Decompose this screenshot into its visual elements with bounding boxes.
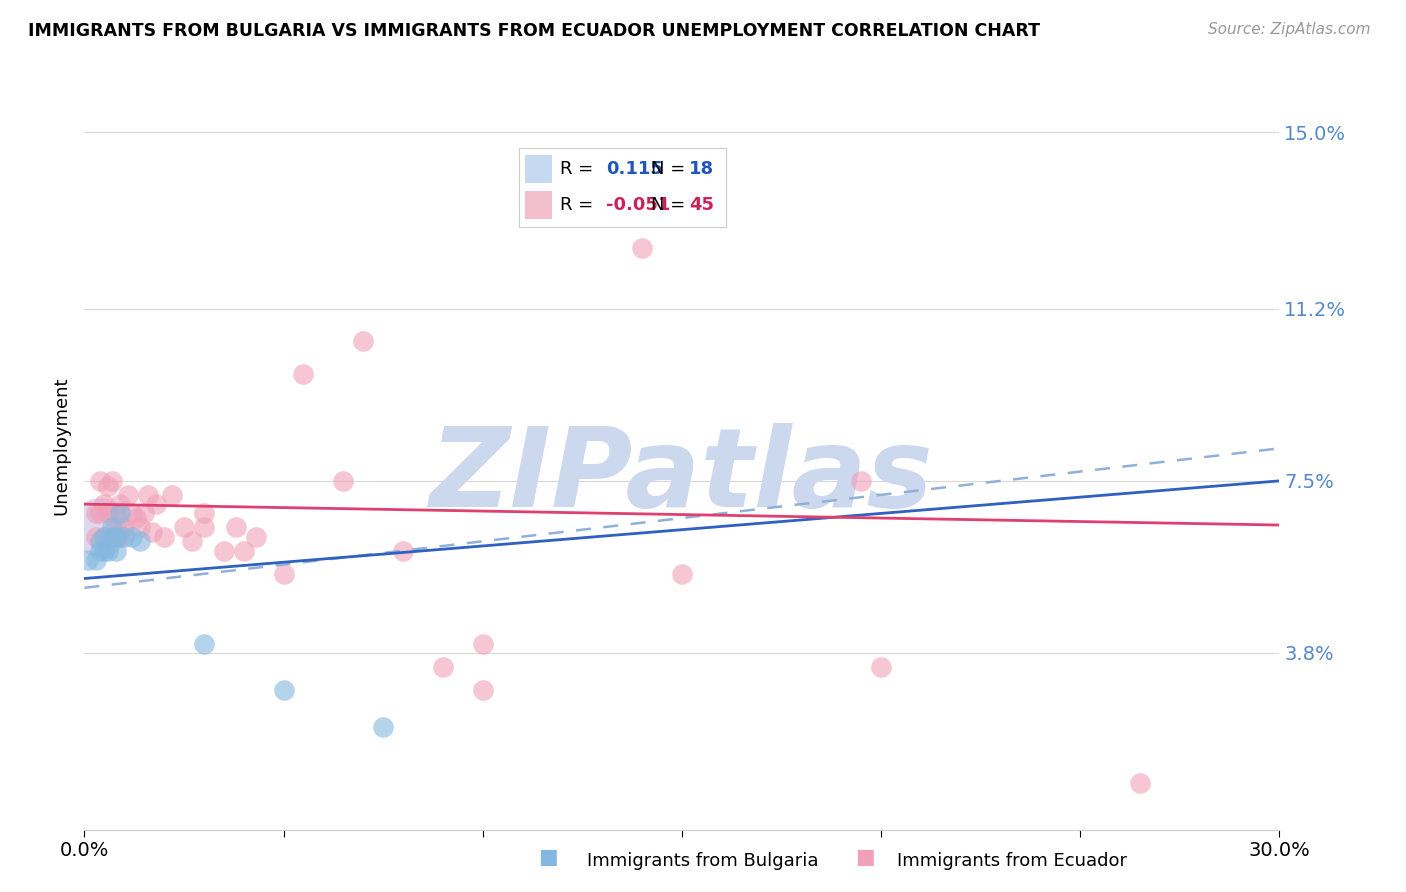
Point [193,507,215,521]
Point [273,566,295,581]
Point [141,524,163,539]
Bar [526,154,553,183]
Point [101,520,124,534]
Point [89,507,111,521]
Point [97,478,120,492]
Text: -0.051: -0.051 [606,196,671,214]
Point [373,720,395,734]
Point [153,530,176,544]
Point [105,530,128,544]
Point [132,507,156,521]
Point [105,543,128,558]
Point [851,474,873,488]
Point [471,637,494,651]
Point [432,660,454,674]
Point [212,543,235,558]
Point [112,530,135,544]
Text: ■: ■ [855,847,875,867]
Point [89,520,111,534]
Point [332,474,354,488]
Point [97,507,120,521]
Point [93,543,115,558]
Point [105,507,128,521]
Point [232,543,254,558]
Text: 18: 18 [689,160,714,178]
Point [870,660,893,674]
Point [86,507,108,521]
Point [352,334,374,349]
Y-axis label: Unemployment: Unemployment [52,376,70,516]
Point [125,511,148,525]
Text: ZIPatlas: ZIPatlas [430,423,934,530]
Point [193,520,215,534]
Point [110,530,132,544]
Text: 0.115: 0.115 [606,160,662,178]
Point [1129,776,1152,790]
Point [181,534,204,549]
Point [89,534,111,549]
Point [145,497,167,511]
Text: N =: N = [651,160,686,178]
Point [77,553,100,567]
Point [117,488,139,502]
Point [93,530,115,544]
Text: 45: 45 [689,196,714,214]
Point [273,683,295,698]
Point [671,566,693,581]
Point [105,520,128,534]
Point [631,241,654,255]
Text: Immigrants from Ecuador: Immigrants from Ecuador [897,852,1128,870]
Point [245,530,267,544]
Point [89,543,111,558]
Point [89,474,111,488]
Point [136,488,159,502]
Point [86,553,108,567]
Text: N =: N = [651,196,686,214]
Point [392,543,415,558]
Text: R =: R = [561,196,593,214]
Text: Source: ZipAtlas.com: Source: ZipAtlas.com [1208,22,1371,37]
Point [110,507,132,521]
Bar [526,191,553,219]
Point [97,543,120,558]
Point [173,520,195,534]
Text: IMMIGRANTS FROM BULGARIA VS IMMIGRANTS FROM ECUADOR UNEMPLOYMENT CORRELATION CHA: IMMIGRANTS FROM BULGARIA VS IMMIGRANTS F… [28,22,1040,40]
Point [225,520,247,534]
Text: Immigrants from Bulgaria: Immigrants from Bulgaria [588,852,818,870]
Point [93,530,115,544]
Point [112,520,135,534]
Point [129,534,152,549]
Point [471,683,494,698]
Point [110,497,132,511]
Point [160,488,183,502]
Text: ■: ■ [538,847,558,867]
Point [101,474,124,488]
Point [86,530,108,544]
Text: R =: R = [561,160,593,178]
Point [129,520,152,534]
Point [193,637,215,651]
Point [292,367,315,381]
Point [101,530,124,544]
Point [121,530,143,544]
Point [93,497,115,511]
Point [121,507,143,521]
